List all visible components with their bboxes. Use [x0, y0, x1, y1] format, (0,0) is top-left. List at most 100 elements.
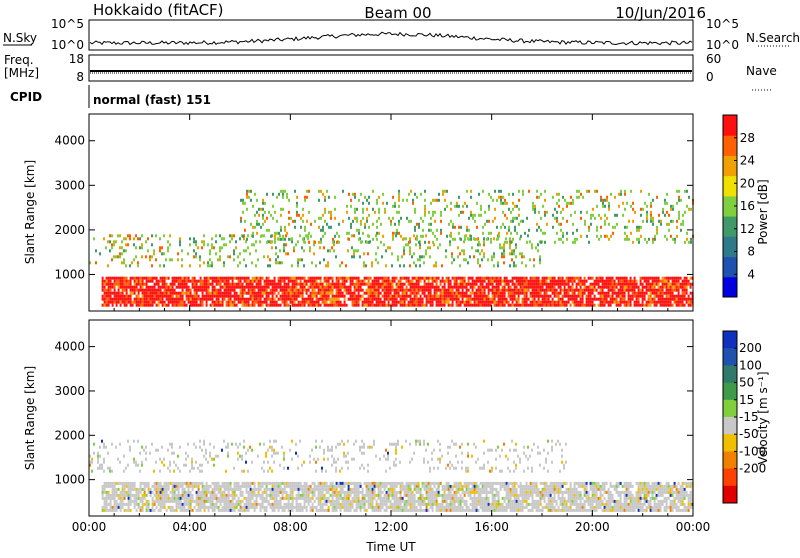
- heatmap-cell: [560, 286, 562, 289]
- heatmap-cell: [198, 494, 200, 497]
- heatmap-cell: [428, 280, 430, 283]
- heatmap-cell: [608, 304, 610, 307]
- heatmap-cell: [346, 205, 348, 208]
- heatmap-cell: [408, 289, 410, 292]
- heatmap-cell: [270, 491, 272, 494]
- heatmap-cell: [570, 277, 572, 280]
- heatmap-cell: [250, 190, 252, 193]
- heatmap-cell: [632, 292, 634, 295]
- heatmap-cell: [358, 304, 360, 307]
- heatmap-cell: [142, 283, 144, 286]
- heatmap-cell: [644, 298, 646, 301]
- heatmap-cell: [334, 488, 336, 491]
- heatmap-cell: [548, 277, 550, 280]
- heatmap-cell: [416, 298, 418, 301]
- heatmap-cell: [180, 503, 182, 506]
- heatmap-cell: [550, 277, 552, 280]
- heatmap-cell: [138, 494, 140, 497]
- heatmap-cell: [136, 503, 138, 506]
- heatmap-cell: [134, 494, 136, 497]
- heatmap-cell: [188, 503, 190, 506]
- heatmap-cell: [208, 295, 210, 298]
- heatmap-cell: [322, 497, 324, 500]
- heatmap-cell: [184, 506, 186, 509]
- heatmap-cell: [242, 211, 244, 214]
- heatmap-cell: [108, 482, 110, 485]
- heatmap-cell: [622, 283, 624, 286]
- heatmap-cell: [198, 497, 200, 500]
- heatmap-cell: [386, 202, 388, 205]
- nsky-tick-top: 10^5: [51, 17, 84, 31]
- heatmap-cell: [642, 286, 644, 289]
- heatmap-cell: [362, 497, 364, 500]
- heatmap-cell: [318, 292, 320, 295]
- heatmap-cell: [292, 283, 294, 286]
- heatmap-cell: [496, 289, 498, 292]
- heatmap-cell: [202, 482, 204, 485]
- heatmap-cell: [314, 506, 316, 509]
- heatmap-cell: [476, 298, 478, 301]
- heatmap-cell: [239, 252, 241, 255]
- heatmap-cell: [312, 298, 314, 301]
- heatmap-cell: [668, 214, 670, 217]
- heatmap-cell: [290, 280, 292, 283]
- heatmap-cell: [628, 295, 630, 298]
- heatmap-cell: [306, 292, 308, 295]
- heatmap-cell: [544, 295, 546, 298]
- heatmap-cell: [540, 241, 542, 244]
- heatmap-cell: [454, 292, 456, 295]
- heatmap-cell: [608, 292, 610, 295]
- heatmap-cell: [335, 255, 337, 258]
- nave-label: Nave: [746, 64, 777, 78]
- heatmap-cell: [299, 234, 301, 237]
- heatmap-cell: [262, 497, 264, 500]
- heatmap-cell: [630, 232, 632, 235]
- heatmap-cell: [240, 488, 242, 491]
- heatmap-cell: [296, 292, 298, 295]
- heatmap-cell: [552, 289, 554, 292]
- heatmap-cell: [288, 238, 290, 241]
- heatmap-cell: [440, 289, 442, 292]
- heatmap-cell: [646, 220, 648, 223]
- heatmap-cell: [306, 485, 308, 488]
- heatmap-cell: [268, 503, 270, 506]
- heatmap-cell: [358, 280, 360, 283]
- heatmap-cell: [141, 243, 143, 246]
- heatmap-cell: [459, 252, 461, 255]
- heatmap-cell: [164, 283, 166, 286]
- heatmap-cell: [202, 506, 204, 509]
- heatmap-cell: [184, 301, 186, 304]
- heatmap-cell: [320, 280, 322, 283]
- heatmap-cell: [166, 485, 168, 488]
- heatmap-cell: [410, 301, 412, 304]
- heatmap-cell: [622, 295, 624, 298]
- heatmap-cell: [159, 264, 161, 267]
- heatmap-cell: [676, 301, 678, 304]
- heatmap-cell: [590, 283, 592, 286]
- heatmap-cell: [120, 277, 122, 280]
- heatmap-cell: [486, 301, 488, 304]
- heatmap-cell: [428, 301, 430, 304]
- heatmap-cell: [390, 485, 392, 488]
- heatmap-cell: [644, 286, 646, 289]
- heatmap-cell: [348, 497, 350, 500]
- heatmap-cell: [274, 292, 276, 295]
- heatmap-cell: [112, 283, 114, 286]
- heatmap-cell: [120, 295, 122, 298]
- heatmap-cell: [646, 286, 648, 289]
- heatmap-cell: [363, 261, 365, 264]
- heatmap-cell: [662, 304, 664, 307]
- heatmap-cell: [192, 283, 194, 286]
- heatmap-cell: [636, 238, 638, 241]
- heatmap-cell: [314, 494, 316, 497]
- heatmap-cell: [510, 220, 512, 223]
- heatmap-cell: [280, 497, 282, 500]
- heatmap-cell: [530, 304, 532, 307]
- heatmap-cell: [500, 295, 502, 298]
- heatmap-cell: [420, 280, 422, 283]
- heatmap-cell: [396, 298, 398, 301]
- heatmap-cell: [550, 304, 552, 307]
- heatmap-cell: [388, 280, 390, 283]
- heatmap-cell: [306, 482, 308, 485]
- heatmap-cell: [158, 280, 160, 283]
